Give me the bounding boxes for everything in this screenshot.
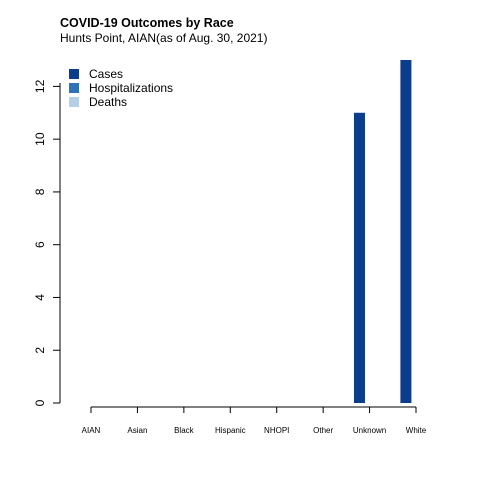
x-tick-label-black: Black — [174, 426, 195, 435]
y-tick-label: 0 — [33, 399, 47, 406]
legend-swatch-hospitalizations — [69, 83, 79, 93]
bar-unknown-cases — [353, 112, 365, 404]
legend-swatch-deaths — [69, 97, 79, 107]
y-axis: 0 2 4 6 8 10 12 — [33, 79, 60, 406]
x-tick-label-asian: Asian — [127, 426, 147, 435]
legend-swatch-cases — [69, 69, 79, 79]
y-tick-label: 4 — [33, 294, 47, 301]
x-tick-label-unknown: Unknown — [353, 426, 386, 435]
x-axis: AIAN Asian Black Hispanic NHOPI Other Unknown W… — [82, 407, 427, 435]
bar-white-cases — [400, 60, 412, 403]
y-tick-label: 8 — [33, 188, 47, 195]
y-tick-label: 2 — [33, 347, 47, 354]
y-tick-label: 12 — [33, 79, 47, 93]
x-tick-label-nhopi: NHOPI — [264, 426, 289, 435]
x-tick-label-other: Other — [313, 426, 333, 435]
legend-label-deaths: Deaths — [89, 95, 127, 109]
legend-label-cases: Cases — [89, 67, 123, 81]
chart-title: COVID-19 Outcomes by Race — [60, 16, 234, 30]
chart-subtitle: Hunts Point, AIAN(as of Aug. 30, 2021) — [60, 31, 267, 45]
x-tick-label-white: White — [406, 426, 427, 435]
bars-group — [353, 60, 412, 404]
x-tick-label-hispanic: Hispanic — [215, 426, 246, 435]
y-tick-label: 6 — [33, 241, 47, 248]
legend-label-hospitalizations: Hospitalizations — [89, 81, 173, 95]
y-tick-label: 10 — [33, 132, 47, 146]
x-tick-label-aian: AIAN — [82, 426, 101, 435]
